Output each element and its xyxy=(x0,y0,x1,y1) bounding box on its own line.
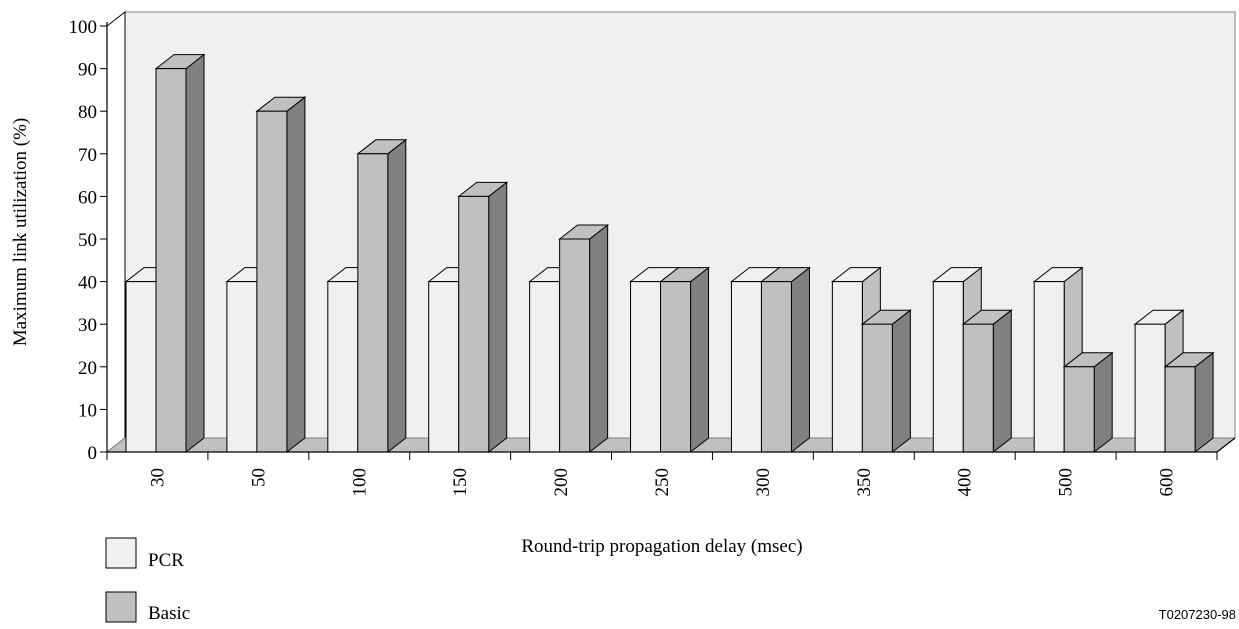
bar-front xyxy=(559,238,591,453)
bar-front xyxy=(1033,281,1065,453)
x-tick-label: 300 xyxy=(753,468,774,497)
bar-side xyxy=(286,96,306,454)
bar-basic-500 xyxy=(1062,351,1114,454)
y-tick-label: 100 xyxy=(69,17,98,38)
x-axis-depth-line xyxy=(1216,437,1236,453)
y-tick-label: 90 xyxy=(78,60,97,81)
figure-reference-id: T0207230-98 xyxy=(1159,607,1236,622)
axes-group xyxy=(106,22,1236,453)
bar-side xyxy=(488,181,508,454)
bar-side xyxy=(891,309,911,454)
bar-side xyxy=(1093,351,1113,454)
bar-front xyxy=(1164,366,1196,453)
bar-front xyxy=(730,281,762,453)
y-tick-label: 30 xyxy=(78,315,97,336)
bar-front xyxy=(831,281,863,453)
x-tick-label: 600 xyxy=(1157,468,1178,497)
bar-front xyxy=(357,153,389,453)
bar-front xyxy=(962,323,994,453)
bar-basic-100 xyxy=(356,138,408,454)
bar-side xyxy=(1194,351,1214,454)
x-tick-label: 400 xyxy=(955,468,976,497)
bar-front xyxy=(630,281,662,453)
bar-front xyxy=(226,281,258,453)
bar-side xyxy=(185,53,205,454)
bar-front xyxy=(327,281,359,453)
bar-front xyxy=(125,281,157,453)
x-tick-label: 250 xyxy=(652,468,673,497)
x-tick-label: 150 xyxy=(450,468,471,497)
x-ticks-group: 30 50 100 150 200 250 300 350 400 500 600 xyxy=(106,452,1218,497)
y-tick-label: 50 xyxy=(78,230,97,251)
bar-front xyxy=(760,281,792,453)
bar-basic-200 xyxy=(558,223,610,454)
x-tick-label: 50 xyxy=(248,468,269,487)
bar-front xyxy=(932,281,964,453)
bar-basic-400 xyxy=(961,309,1013,454)
legend-label-pcr: PCR xyxy=(148,550,184,571)
legend-label-basic: Basic xyxy=(148,603,190,624)
bar-side xyxy=(589,223,609,454)
y-tick-label: 60 xyxy=(78,187,97,208)
bar-basic-30 xyxy=(154,53,206,454)
x-tick-label: 100 xyxy=(349,468,370,497)
bar-basic-350 xyxy=(860,309,912,454)
x-tick-label: 200 xyxy=(551,468,572,497)
bar-basic-250 xyxy=(659,266,711,454)
bar-front xyxy=(1134,323,1166,453)
y-axis-label: Maximum link utilization (%) xyxy=(10,118,31,347)
x-axis-label: Round-trip propagation delay (msec) xyxy=(521,536,802,557)
legend: PCR Basic xyxy=(105,537,190,624)
x-tick-label: 500 xyxy=(1056,468,1077,497)
bar-front xyxy=(256,110,288,453)
bar-front xyxy=(155,68,187,453)
x-tick-label: 30 xyxy=(147,468,168,487)
bar-basic-150 xyxy=(457,181,509,454)
bar-front xyxy=(458,195,490,453)
legend-swatch-pcr xyxy=(105,537,137,569)
y-tick-label: 0 xyxy=(88,443,98,464)
y-tick-label: 10 xyxy=(78,400,97,421)
y-tick-label: 70 xyxy=(78,145,97,166)
y-tick-label: 40 xyxy=(78,273,97,294)
legend-swatch-basic xyxy=(105,591,137,623)
side-wall xyxy=(106,10,126,454)
bar-front xyxy=(428,281,460,453)
bar-basic-300 xyxy=(759,266,811,454)
y-tick-label: 80 xyxy=(78,102,97,123)
bar-side xyxy=(790,266,810,454)
bar-side xyxy=(992,309,1012,454)
bar-basic-50 xyxy=(255,96,307,454)
bar-side xyxy=(387,138,407,454)
bar-front xyxy=(861,323,893,453)
bar-front xyxy=(660,281,692,453)
x-tick-label: 350 xyxy=(854,468,875,497)
bar-side xyxy=(690,266,710,454)
bar-front xyxy=(529,281,561,453)
bar-front xyxy=(1063,366,1095,453)
bar-basic-600 xyxy=(1163,351,1215,454)
bars-group xyxy=(124,53,1215,454)
y-ticks-group: 0 10 20 30 40 50 60 70 80 90 100 xyxy=(69,17,107,464)
y-tick-label: 20 xyxy=(78,358,97,379)
